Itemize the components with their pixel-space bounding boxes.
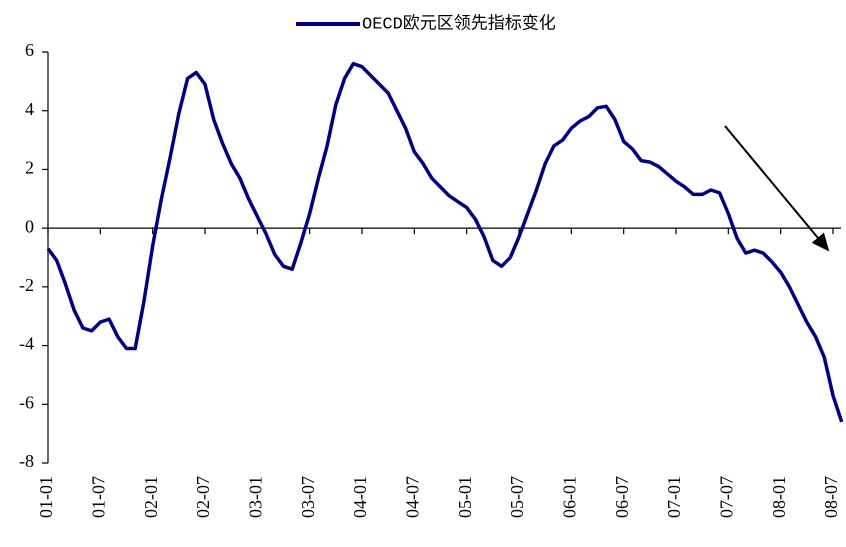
y-tick-label: -6 [19, 392, 34, 412]
y-tick-label: -2 [19, 275, 34, 295]
x-tick-label: 05-01 [455, 476, 475, 518]
y-tick-label: 6 [25, 40, 34, 60]
x-tick-label: 05-07 [507, 476, 527, 518]
x-tick-label: 02-07 [193, 476, 213, 518]
y-tick-label: -8 [19, 451, 34, 471]
x-tick-label: 08-01 [769, 476, 789, 518]
x-tick-label: 06-01 [559, 476, 579, 518]
x-tick-label: 07-07 [716, 476, 736, 518]
x-tick-label: 03-07 [298, 476, 318, 518]
x-tick-label: 07-01 [664, 476, 684, 518]
x-tick-label: 01-01 [36, 476, 56, 518]
x-tick-label: 08-07 [821, 476, 841, 518]
legend-label: OECD欧元区领先指标变化 [362, 13, 556, 34]
y-tick-label: 4 [25, 99, 34, 119]
x-tick-label: 01-07 [88, 476, 108, 518]
data-line [46, 61, 844, 423]
y-tick-label: 0 [25, 216, 34, 236]
y-tick-label: 2 [25, 158, 34, 178]
y-tick-label: -4 [19, 334, 34, 354]
x-tick-label: 02-01 [141, 476, 161, 518]
trend-arrow [724, 125, 830, 252]
x-tick-label: 04-07 [402, 476, 422, 518]
x-tick-label: 06-07 [612, 476, 632, 518]
x-tick-label: 03-01 [245, 476, 265, 518]
x-tick-label: 04-01 [350, 476, 370, 518]
